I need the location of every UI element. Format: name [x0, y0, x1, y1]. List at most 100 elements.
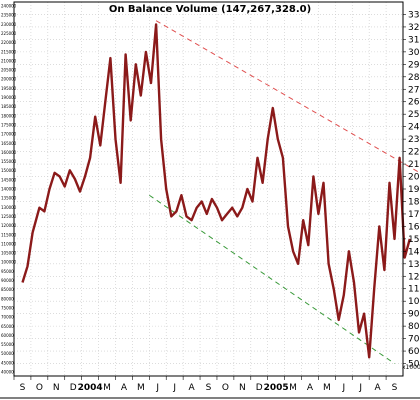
- y-tick-label: 200: [408, 173, 420, 183]
- left-tick-label: 50000: [1, 351, 14, 356]
- left-tick-label: 140000: [1, 187, 17, 192]
- x-tick-label: J: [341, 383, 345, 393]
- left-tick-label: 45000: [1, 360, 14, 365]
- left-tick-label: 225000: [1, 31, 17, 36]
- left-tick-label: 150000: [1, 168, 17, 173]
- y-tick-label: 170: [408, 210, 420, 220]
- x-tick-label: O: [36, 383, 43, 393]
- x-tick-label: D: [256, 383, 263, 393]
- x-tick-label: S: [392, 383, 398, 393]
- x-tick-label: A: [121, 383, 128, 393]
- y-tick-label: 120: [408, 272, 420, 282]
- y-tick-label: 270: [408, 85, 420, 95]
- x-tick-label: M: [323, 383, 331, 393]
- y-tick-label: 260: [408, 98, 420, 108]
- y-tick-label: 280: [408, 73, 420, 83]
- x-tick-label: 2005: [264, 383, 289, 393]
- left-tick-label: 110000: [1, 241, 17, 246]
- left-tick-label: 115000: [1, 232, 17, 237]
- left-tick-label: 40000: [1, 370, 14, 375]
- left-tick-label: 185000: [1, 104, 17, 109]
- series-layer: [21, 23, 411, 359]
- left-tick-label: 90000: [1, 278, 14, 283]
- x-tick-label: S: [20, 383, 26, 393]
- x-tick-label: M: [289, 383, 297, 393]
- trendline-layer: [149, 20, 420, 364]
- y-tick-label: 240: [408, 123, 420, 133]
- left-tick-label: 200000: [1, 77, 17, 82]
- y-tick-label: 140: [408, 247, 420, 257]
- chart-title: On Balance Volume (147,267,328.0): [109, 4, 311, 15]
- x-tick-label: J: [155, 383, 159, 393]
- y-tick-label: 250: [408, 110, 420, 120]
- x-tick-label: J: [358, 383, 362, 393]
- y-tick-label: 160: [408, 222, 420, 232]
- y-tick-label: 320: [408, 23, 420, 33]
- y-tick-label: 80: [408, 322, 420, 332]
- left-tick-label: 55000: [1, 342, 14, 347]
- y-tick-label: 130: [408, 260, 420, 270]
- left-tick-label: 130000: [1, 205, 17, 210]
- y-tick-label: 180: [408, 197, 420, 207]
- left-tick-label: 215000: [1, 49, 17, 54]
- left-tick-label: 70000: [1, 315, 14, 320]
- left-tick-label: 235000: [1, 13, 17, 18]
- left-tick-label: 85000: [1, 287, 14, 292]
- x-tick-label: N: [53, 383, 60, 393]
- y-tick-label: 60: [408, 347, 420, 357]
- left-tick-label: 155000: [1, 159, 17, 164]
- x-tick-label: M: [103, 383, 111, 393]
- left-tick-label: 165000: [1, 141, 17, 146]
- left-tick-label: 190000: [1, 95, 17, 100]
- y-tick-label: 230: [408, 135, 420, 145]
- left-tick-label: 205000: [1, 68, 17, 73]
- y-tick-label: 210: [408, 160, 420, 170]
- y-tick-label: 90: [408, 310, 420, 320]
- trendline: [149, 194, 395, 364]
- left-tick-label: 100000: [1, 260, 17, 265]
- x-tick-label: O: [222, 383, 229, 393]
- left-tick-label: 160000: [1, 150, 17, 155]
- left-tick-label: 180000: [1, 113, 17, 118]
- y-tick-label: 190: [408, 185, 420, 195]
- y-unit-label: x1000: [402, 364, 420, 371]
- x-tick-label: S: [206, 383, 212, 393]
- left-tick-label: 80000: [1, 296, 14, 301]
- x-tick-label: D: [70, 383, 77, 393]
- left-tick-label: 195000: [1, 86, 17, 91]
- left-tick-label: 95000: [1, 269, 14, 274]
- y-tick-label: 290: [408, 60, 420, 70]
- y-tick-label: 110: [408, 285, 420, 295]
- left-tick-label: 145000: [1, 177, 17, 182]
- left-tick-label: 210000: [1, 58, 17, 63]
- x-tick-label: A: [307, 383, 314, 393]
- left-tick-label: 135000: [1, 196, 17, 201]
- y-tick-label: 150: [408, 235, 420, 245]
- obv-series-line: [21, 23, 411, 359]
- x-tick-label: A: [189, 383, 196, 393]
- y-tick-label: 330: [408, 10, 420, 20]
- left-tick-label: 230000: [1, 22, 17, 27]
- left-tick-label: 75000: [1, 305, 14, 310]
- y-tick-label: 220: [408, 148, 420, 158]
- left-tick-label: 65000: [1, 324, 14, 329]
- left-tick-label: 240000: [1, 4, 17, 9]
- x-tick-label: N: [239, 383, 246, 393]
- y-tick-label: 50: [408, 360, 420, 370]
- y-tick-label: 70: [408, 335, 420, 345]
- left-tick-label: 220000: [1, 40, 17, 45]
- left-tick-label: 60000: [1, 333, 14, 338]
- y-tick-label: 300: [408, 48, 420, 58]
- left-tick-label: 170000: [1, 132, 17, 137]
- plot-frame: [13, 1, 404, 377]
- y-tick-label: 100: [408, 297, 420, 307]
- x-tick-label: M: [137, 383, 145, 393]
- left-tick-label: 105000: [1, 251, 17, 256]
- x-tick-label: 2004: [78, 383, 103, 393]
- left-tick-label: 120000: [1, 223, 17, 228]
- left-tick-label: 125000: [1, 214, 17, 219]
